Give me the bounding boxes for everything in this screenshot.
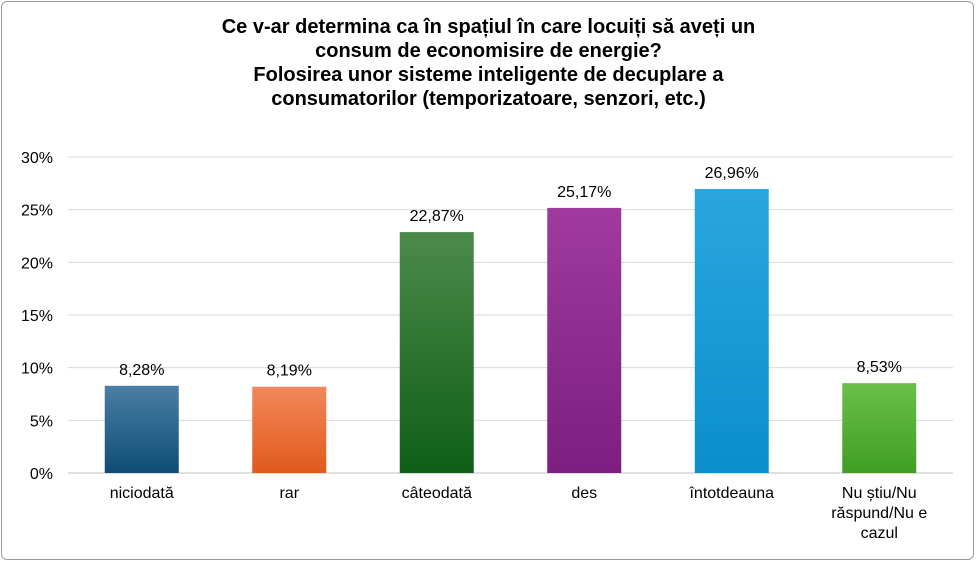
bar: [842, 383, 917, 473]
bar: [252, 386, 327, 473]
x-tick-label: întotdeauna: [688, 485, 774, 502]
y-tick-label: 5%: [30, 413, 53, 430]
x-tick-label: Nu știu/Nu răspund/Nu e cazul: [831, 485, 927, 542]
data-label: 26,96%: [705, 165, 759, 182]
y-tick-label: 15%: [21, 308, 53, 325]
y-axis-ticks: 0% 5% 10% 15% 20% 25% 30%: [21, 150, 53, 483]
data-label: 25,17%: [557, 184, 611, 201]
data-label: 8,53%: [857, 359, 902, 376]
x-tick-label: rar: [279, 485, 299, 502]
data-label: 8,19%: [267, 363, 312, 380]
y-tick-label: 20%: [21, 255, 53, 272]
y-tick-label: 10%: [21, 361, 53, 378]
bar: [547, 207, 622, 473]
chart-title-line-2: consum de economisire de energie?: [315, 40, 662, 62]
x-tick-label: câteodată: [402, 485, 472, 502]
data-labels: 8,28% 8,19% 22,87% 25,17% 26,96% 8,53%: [119, 165, 902, 380]
bar: [694, 189, 769, 473]
data-label: 22,87%: [410, 208, 464, 225]
data-label: 8,28%: [119, 362, 164, 379]
chart-title: Ce v-ar determina ca în spațiul în care …: [0, 15, 977, 111]
bar: [104, 385, 179, 473]
y-tick-label: 25%: [21, 203, 53, 220]
bars: [104, 189, 917, 473]
gridlines: [68, 156, 953, 474]
y-tick-label: 30%: [21, 150, 53, 167]
x-tick-label: niciodată: [110, 485, 174, 502]
x-axis-ticks: niciodată rar câteodată des întotdeauna Nu șt…: [110, 485, 928, 542]
x-tick-label: des: [571, 485, 597, 502]
chart-title-line-1: Ce v-ar determina ca în spațiul în care …: [221, 16, 756, 38]
y-tick-label: 0%: [30, 466, 53, 483]
chart-title-line-3: Folosirea unor sisteme inteligente de de…: [253, 64, 724, 86]
chart-title-line-4: consumatorilor (temporizatoare, senzori,…: [271, 88, 706, 110]
bar: [399, 232, 474, 473]
